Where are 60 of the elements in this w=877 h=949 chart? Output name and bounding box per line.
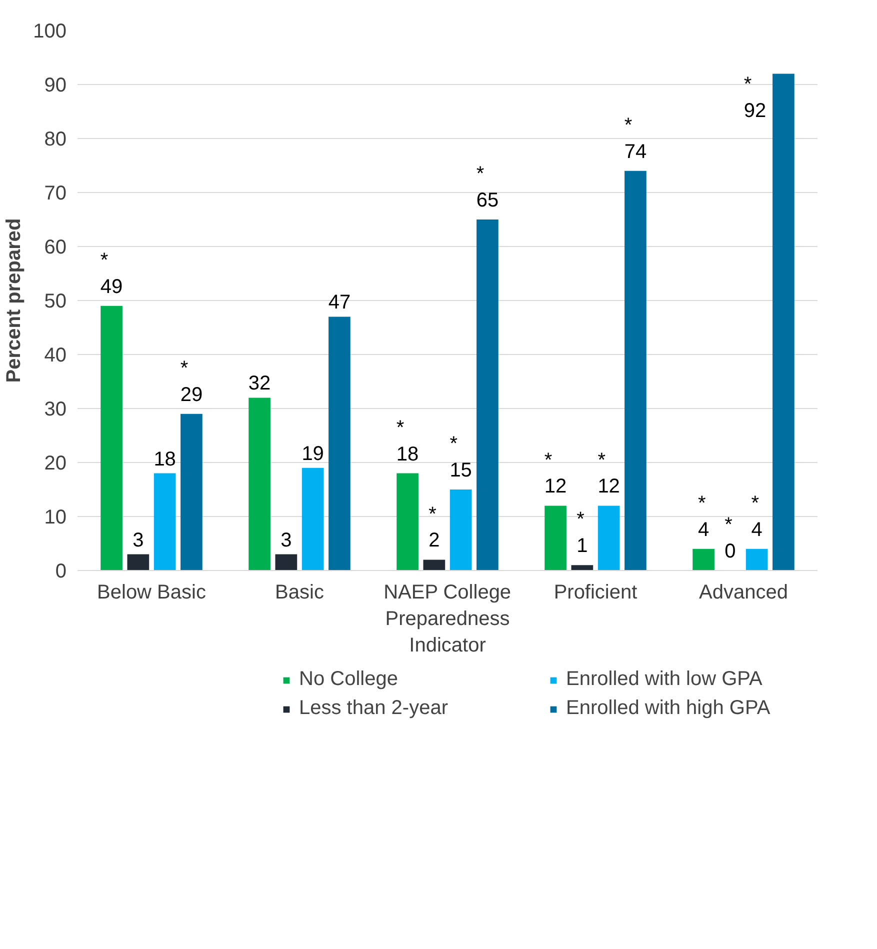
y-tick-label: 100: [33, 20, 67, 42]
bar: [180, 414, 202, 570]
x-tick-label: Below Basic: [97, 582, 206, 604]
data-label: * 65: [476, 163, 499, 212]
bar: [746, 548, 768, 570]
y-tick-label: 40: [44, 344, 67, 366]
bar: [692, 548, 714, 570]
y-tick-label: 30: [44, 398, 67, 420]
y-tick-label: 50: [44, 290, 67, 312]
bar: [396, 473, 418, 570]
data-label: * 0: [724, 514, 736, 562]
data-label: * 15: [450, 433, 472, 482]
x-tick-label: Proficient: [554, 582, 638, 604]
bar: [450, 490, 472, 570]
x-tick-label: NAEP College Preparedness Indicator: [384, 582, 512, 656]
y-tick-label: 0: [55, 560, 66, 582]
y-tick-label: 10: [44, 506, 67, 528]
legend-label: Less than 2-year: [299, 697, 449, 720]
bar: [328, 316, 350, 570]
bar: [598, 506, 620, 570]
data-label: * 4: [698, 492, 710, 541]
data-label: * 12: [544, 449, 567, 498]
x-tick-label: Basic: [275, 582, 324, 604]
bar: [476, 220, 498, 570]
bar: [100, 306, 122, 570]
legend-label: No College: [299, 668, 399, 691]
data-label: * 1: [576, 508, 588, 558]
y-axis-title: Percent prepared: [3, 218, 26, 383]
data-label: 19: [302, 442, 324, 465]
data-label: 47: [328, 292, 351, 314]
data-label: * 12: [598, 449, 620, 498]
bar: [624, 170, 646, 570]
data-label: * 29: [180, 358, 203, 406]
bar: [275, 554, 298, 570]
legend-label: Enrolled with low GPA: [566, 668, 764, 691]
bar: [248, 398, 270, 570]
data-label: * 2: [428, 503, 440, 552]
bar: [154, 473, 176, 570]
bar: [772, 74, 794, 570]
data-label: * 4: [751, 492, 762, 541]
data-label: 3: [132, 529, 144, 552]
bar: [127, 554, 150, 570]
data-label: * 18: [396, 416, 419, 466]
y-tick-label: 60: [44, 236, 67, 258]
data-label: 3: [280, 529, 292, 552]
bar: [571, 565, 594, 570]
data-label: 18: [154, 448, 176, 470]
y-tick-label: 70: [44, 182, 67, 204]
data-label: * 92: [744, 74, 766, 122]
bar: [423, 560, 446, 570]
y-tick-label: 20: [44, 452, 67, 474]
data-label: 32: [248, 372, 271, 395]
y-tick-label: 80: [44, 128, 67, 150]
data-label: * 74: [624, 114, 647, 163]
x-tick-label: Advanced: [699, 582, 788, 604]
bar: [302, 468, 324, 570]
bar: [544, 506, 566, 570]
legend-label: Enrolled with high GPA: [566, 697, 772, 720]
y-tick-label: 90: [44, 74, 67, 96]
data-label: * 49: [100, 250, 123, 298]
